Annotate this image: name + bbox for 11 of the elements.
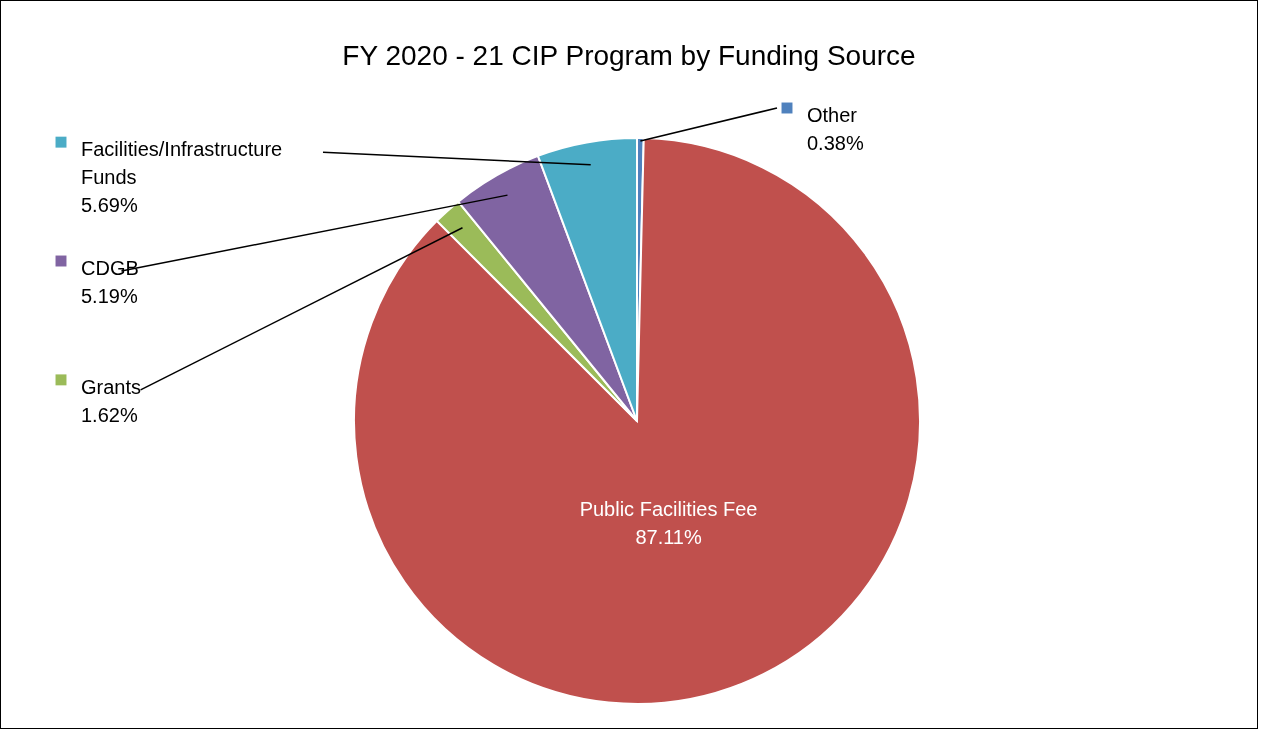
legend-label: Other: [807, 104, 858, 126]
legend-label: Grants: [81, 375, 142, 398]
data-label: 5.69%: [81, 194, 138, 217]
legend-label: CDGB: [81, 257, 139, 280]
data-label: 87.11%: [635, 525, 702, 548]
slice-label: Public Facilities Fee: [579, 497, 758, 520]
chart-title: FY 2020 - 21 CIP Program by Funding Source: [342, 40, 916, 71]
legend-label: Facilities/Infrastructure Funds: [81, 138, 283, 189]
data-label: 1.62%: [81, 403, 138, 426]
data-label: 5.19%: [81, 285, 138, 308]
data-label: 0.38%: [807, 132, 864, 154]
